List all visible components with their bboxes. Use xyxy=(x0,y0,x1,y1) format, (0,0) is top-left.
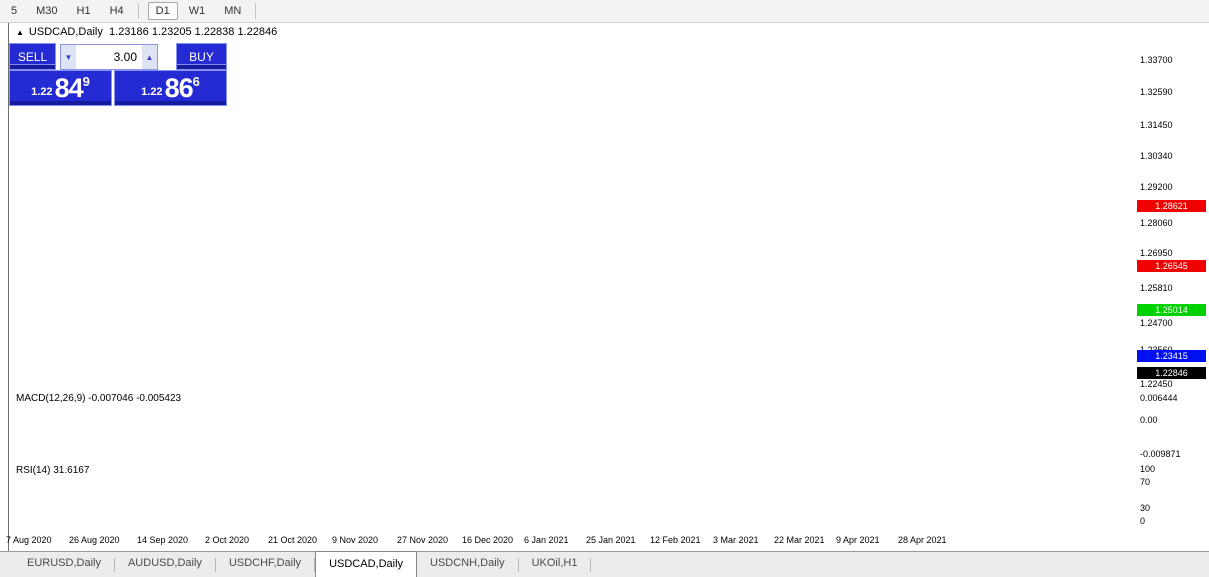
date-axis-label: 3 Mar 2021 xyxy=(713,535,759,545)
date-axis-label: 9 Nov 2020 xyxy=(332,535,379,545)
volume-decrease-button[interactable]: ▼ xyxy=(61,45,76,69)
price-axis-tick: 1.30340 xyxy=(1140,151,1173,161)
date-axis-label: 12 Feb 2021 xyxy=(650,535,701,545)
chart-tab-bar: EURUSD,Daily AUDUSD,Daily USDCHF,Daily USDC… xyxy=(0,551,1209,577)
tab-separator xyxy=(314,558,316,572)
chart-tab-usdcad[interactable]: USDCAD,Daily xyxy=(315,551,418,577)
timeframe-button-mn[interactable]: MN xyxy=(224,5,242,17)
rsi-axis-tick: 0 xyxy=(1140,516,1146,526)
price-level-badge: 1.25014 xyxy=(1137,304,1206,316)
rsi-axis-tick: 100 xyxy=(1140,464,1156,474)
buy-price-prefix: 1.22 xyxy=(141,86,163,98)
chart-tab-ukoil[interactable]: UKOil,H1 xyxy=(531,557,578,569)
date-axis-label: 9 Apr 2021 xyxy=(836,535,880,545)
price-axis-tick: 1.22450 xyxy=(1140,379,1173,389)
buy-price-pip-digit: 6 xyxy=(192,73,200,89)
tab-separator xyxy=(214,558,216,572)
price-axis-tick: 1.25810 xyxy=(1140,283,1173,293)
rsi-indicator-label: RSI(14) 31.6167 xyxy=(16,465,90,476)
volume-input[interactable] xyxy=(76,45,142,69)
volume-increase-button[interactable]: ▲ xyxy=(142,45,157,69)
volume-stepper: ▼ ▲ xyxy=(60,44,158,70)
timeframe-button-h1[interactable]: H1 xyxy=(76,5,91,17)
collapse-triangle-icon[interactable]: ▲ xyxy=(16,28,24,37)
tab-separator xyxy=(517,558,519,572)
buy-button[interactable]: BUY xyxy=(176,43,227,70)
price-axis-tick: 1.24700 xyxy=(1140,318,1173,328)
price-level-badge: 1.28621 xyxy=(1137,200,1206,212)
macd-indicator-label: MACD(12,26,9) -0.007046 -0.005423 xyxy=(16,393,182,404)
date-axis-label: 14 Sep 2020 xyxy=(137,535,189,545)
timeframe-button-h4[interactable]: H4 xyxy=(109,5,124,17)
sell-price-big-digits: 84 xyxy=(54,72,84,103)
date-axis-label: 7 Aug 2020 xyxy=(6,535,52,545)
date-axis-label: 25 Jan 2021 xyxy=(586,535,636,545)
price-axis-tick: 1.31450 xyxy=(1140,120,1173,130)
macd-axis-tick: 0.00 xyxy=(1140,415,1158,425)
timeframe-button-w1[interactable]: W1 xyxy=(188,5,206,17)
sell-price-prefix: 1.22 xyxy=(31,86,53,98)
macd-axis-tick: 0.006444 xyxy=(1140,393,1178,403)
price-level-badge: 1.26545 xyxy=(1137,260,1206,272)
sell-button[interactable]: SELL xyxy=(9,43,56,70)
price-level-badge: 1.22846 xyxy=(1137,367,1206,379)
price-axis-tick: 1.32590 xyxy=(1140,87,1173,97)
timeframe-toolbar: 5 M30 H1 H4 D1 W1 MN xyxy=(0,0,1209,23)
date-axis-label: 28 Apr 2021 xyxy=(898,535,947,545)
toolbar-separator xyxy=(137,3,139,19)
date-axis-label: 16 Dec 2020 xyxy=(462,535,514,545)
price-axis-tick: 1.26950 xyxy=(1140,248,1173,258)
tab-separator xyxy=(113,558,115,572)
chart-ohlc-values: 1.23186 1.23205 1.22838 1.22846 xyxy=(109,26,278,38)
chart-window xyxy=(8,22,1209,552)
buy-price-big-digits: 86 xyxy=(164,72,194,103)
rsi-axis-tick: 70 xyxy=(1140,477,1151,487)
price-axis-tick: 1.33700 xyxy=(1140,55,1173,65)
date-axis-label: 27 Nov 2020 xyxy=(397,535,449,545)
macd-axis-tick: -0.009871 xyxy=(1140,449,1181,459)
date-axis-label: 22 Mar 2021 xyxy=(774,535,825,545)
price-level-badge: 1.23415 xyxy=(1137,350,1206,362)
chart-tab-usdcnh[interactable]: USDCNH,Daily xyxy=(430,557,505,569)
chart-title: ▲ USDCAD,Daily 1.23186 1.23205 1.22838 1.… xyxy=(16,26,277,38)
timeframe-button-5[interactable]: 5 xyxy=(11,5,18,17)
sell-price-pip-digit: 9 xyxy=(82,73,90,89)
chart-symbol-label: USDCAD,Daily xyxy=(28,26,103,38)
price-axis-tick: 1.28060 xyxy=(1140,218,1173,228)
chart-tab-usdchf[interactable]: USDCHF,Daily xyxy=(228,557,302,569)
sell-price-button[interactable]: 1.22 84 9 xyxy=(9,70,112,106)
date-axis-label: 26 Aug 2020 xyxy=(69,535,120,545)
rsi-axis-tick: 30 xyxy=(1140,503,1151,513)
timeframe-button-m30[interactable]: M30 xyxy=(36,5,58,17)
price-axis[interactable] xyxy=(1136,22,1209,551)
date-axis-label: 6 Jan 2021 xyxy=(524,535,569,545)
buy-price-button[interactable]: 1.22 86 6 xyxy=(114,70,227,106)
tab-separator xyxy=(590,558,592,572)
date-axis-label: 21 Oct 2020 xyxy=(268,535,318,545)
timeframe-button-d1[interactable]: D1 xyxy=(147,2,178,20)
toolbar-separator xyxy=(255,3,257,19)
chart-tab-audusd[interactable]: AUDUSD,Daily xyxy=(127,557,202,569)
price-axis-tick: 1.29200 xyxy=(1140,182,1173,192)
date-axis-label: 2 Oct 2020 xyxy=(205,535,250,545)
chart-tab-eurusd[interactable]: EURUSD,Daily xyxy=(27,557,101,569)
